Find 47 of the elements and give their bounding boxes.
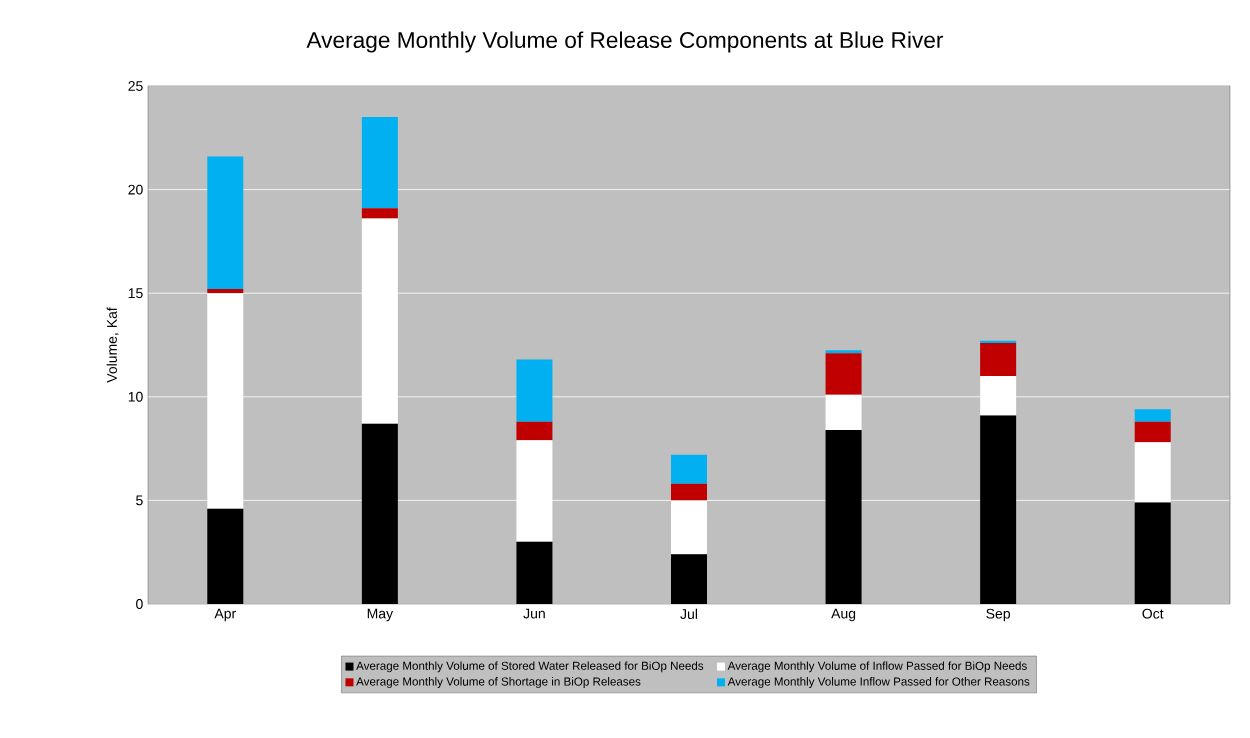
bar <box>671 554 707 604</box>
x-tick-label: Sep <box>986 608 1010 622</box>
bar <box>825 350 862 354</box>
chart-title: Average Monthly Volume of Release Components at Blue River <box>306 31 944 53</box>
x-tick-label: Jun <box>523 608 545 619</box>
x-tick-label: Oct <box>1142 608 1164 619</box>
bar <box>516 421 553 441</box>
bar <box>980 342 1017 377</box>
bar <box>671 454 707 484</box>
bar <box>361 423 398 604</box>
bar <box>207 156 244 290</box>
bar <box>1134 409 1171 422</box>
legend-label: Average Monthly Volume of Stored Water Released for BiOp Needs <box>356 661 704 673</box>
legend-label: Average Monthly Volume of Inflow Passed for BiOp Needs <box>727 661 1027 673</box>
bar <box>671 483 707 501</box>
bar <box>1134 442 1171 503</box>
bar <box>1134 502 1171 604</box>
bar <box>361 117 398 209</box>
bar <box>516 541 553 604</box>
bar <box>825 394 862 430</box>
x-tick-label: May <box>367 608 394 622</box>
x-tick-label: Aug <box>831 608 856 622</box>
bar <box>980 340 1017 343</box>
bar <box>516 440 553 542</box>
bar <box>207 289 244 294</box>
legend-label: Average Monthly Volume Inflow Passed for Other Reasons <box>727 677 1030 688</box>
bar <box>207 293 244 509</box>
y-tick-label: 10 <box>128 391 143 402</box>
y-tick-label: 25 <box>128 81 143 91</box>
y-tick-label: 15 <box>128 288 143 299</box>
x-tick-label: Jul <box>680 608 698 619</box>
bar <box>516 359 553 422</box>
bar <box>361 218 398 424</box>
bar <box>207 508 244 604</box>
bar <box>671 500 707 555</box>
bar <box>980 415 1017 604</box>
bar <box>825 429 862 604</box>
y-tick-label: 5 <box>136 495 143 506</box>
y-tick-label: 20 <box>128 184 143 195</box>
bar <box>361 208 398 219</box>
y-tick-label: 0 <box>136 599 143 609</box>
bar <box>825 353 862 395</box>
legend-label: Average Monthly Volume of Shortage in BiOp Releases <box>356 677 641 688</box>
y-axis-title: Volume, Kaf <box>106 307 119 383</box>
x-tick-label: Apr <box>214 608 236 622</box>
bar <box>1134 421 1171 443</box>
bar <box>980 376 1017 416</box>
